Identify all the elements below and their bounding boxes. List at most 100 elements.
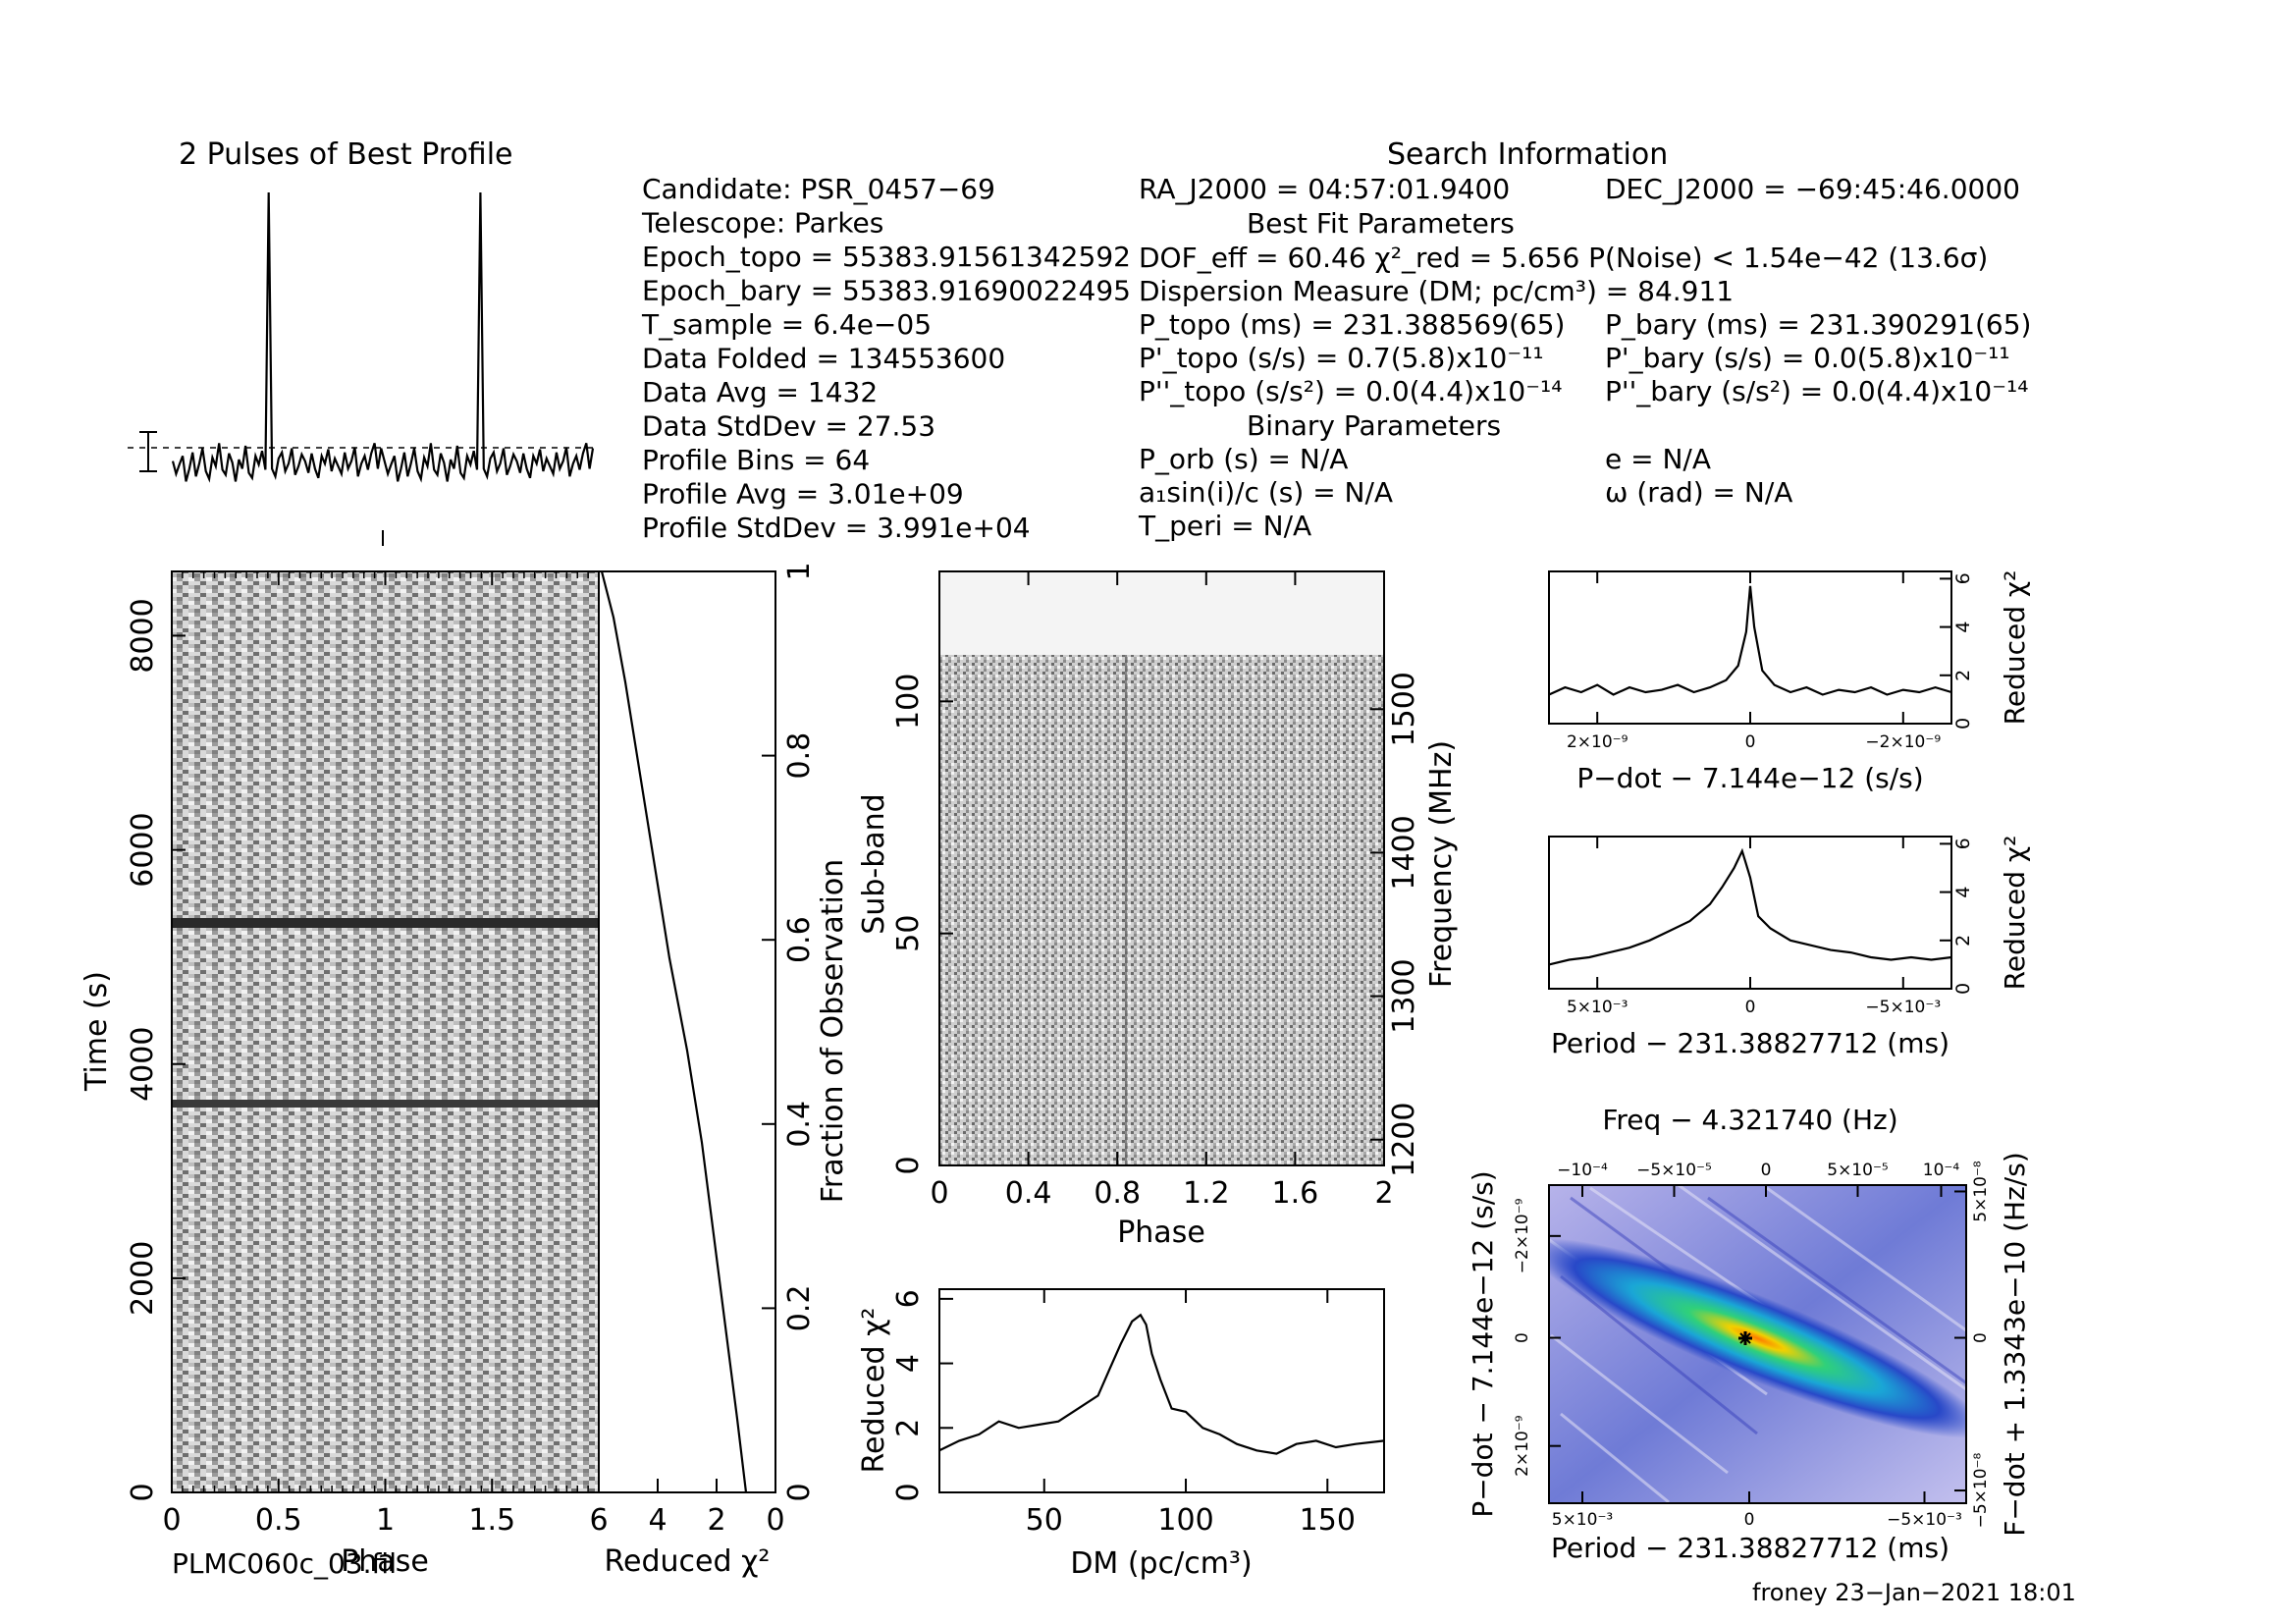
period-pdot-ytick: −2×10⁻⁹ bbox=[1513, 1198, 1532, 1273]
frequency-ytick: 1200 bbox=[1387, 1103, 1421, 1177]
info-dm: Dispersion Measure (DM; pc/cm³) = 84.911 bbox=[1139, 275, 1734, 307]
info-left-line: Epoch_bary = 55383.91690022495 bbox=[642, 275, 1131, 307]
period-pdot-ylabel: P−dot − 7.144e−12 (s/s) bbox=[1467, 1170, 1499, 1517]
subband-phase-panel bbox=[938, 570, 1385, 1166]
dm-xtick: 150 bbox=[1300, 1503, 1356, 1538]
subband-xtick: 1.6 bbox=[1272, 1176, 1319, 1211]
period-pdot-xtick: −5×10⁻³ bbox=[1887, 1510, 1962, 1530]
profile-curve bbox=[171, 191, 595, 483]
subband-ylabel: Sub-band bbox=[857, 793, 891, 934]
info-pddot-topo: P''_topo (s/s²) = 0.0(4.4)x10⁻¹⁴ bbox=[1139, 375, 1562, 407]
info-left-line: Profile StdDev = 3.991e+04 bbox=[642, 512, 1031, 544]
pdot-chi2-xtick: −2×10⁻⁹ bbox=[1865, 732, 1941, 752]
subband-phase-image bbox=[939, 655, 1384, 1165]
time-phase-ytick: 4000 bbox=[126, 1027, 160, 1102]
fraction-ytick: 0 bbox=[782, 1483, 817, 1501]
period-pdot-ridge bbox=[1549, 1238, 1966, 1438]
time-phase-xtick: 1.5 bbox=[468, 1503, 515, 1538]
time-chi2-curve bbox=[600, 570, 748, 1493]
pdot-chi2-ytick: 4 bbox=[1952, 622, 1974, 633]
time-phase-xlabel: Phase bbox=[341, 1544, 429, 1579]
footer-stamp: froney 23−Jan−2021 18:01 bbox=[1752, 1579, 2076, 1606]
info-left-line: Data Folded = 134553600 bbox=[642, 343, 1005, 375]
subband-xtick: 2 bbox=[1374, 1176, 1393, 1211]
info-p-topo: P_topo (ms) = 231.388569(65) bbox=[1139, 308, 1565, 341]
dm-ytick: 2 bbox=[891, 1419, 926, 1437]
subband-xtick: 0 bbox=[930, 1176, 948, 1211]
info-a1sini: a₁sin(i)/c (s) = N/A bbox=[1139, 476, 1393, 509]
info-left-line: Epoch_topo = 55383.91561342592 bbox=[642, 241, 1131, 273]
period-pdot-right-tick: −5×10⁻⁸ bbox=[1971, 1452, 1991, 1528]
dm-xtick: 50 bbox=[1026, 1503, 1063, 1538]
period-chi2-ytick: 6 bbox=[1952, 838, 1974, 849]
time-phase-panel: PLMC060c_03.fil bbox=[171, 530, 600, 1580]
pdot-chi2-panel bbox=[1548, 570, 1952, 725]
period-pdot-top-tick: 5×10⁻⁵ bbox=[1827, 1161, 1888, 1180]
period-pdot-xtick: 5×10⁻³ bbox=[1552, 1510, 1613, 1530]
pdot-chi2-ytick: 6 bbox=[1952, 572, 1974, 584]
time-phase-xtick: 1 bbox=[376, 1503, 395, 1538]
info-left-line: Data StdDev = 27.53 bbox=[642, 410, 935, 443]
info-omega: ω (rad) = N/A bbox=[1605, 476, 1792, 509]
fraction-ytick: 1 bbox=[782, 562, 817, 580]
fraction-ytick: 0.2 bbox=[782, 1285, 817, 1332]
period-chi2-xtick: −5×10⁻³ bbox=[1865, 998, 1941, 1017]
time-phase-image bbox=[172, 571, 599, 1492]
time-phase-ytick: 0 bbox=[126, 1483, 160, 1501]
period-chi2-xtick: 5×10⁻³ bbox=[1567, 998, 1628, 1017]
period-chi2-panel bbox=[1548, 836, 1952, 990]
time-phase-dark-band bbox=[172, 918, 599, 928]
fraction-ytick: 0.4 bbox=[782, 1101, 817, 1148]
info-left-line: T_sample = 6.4e−05 bbox=[641, 308, 932, 341]
period-pdot-top-label: Freq − 4.321740 (Hz) bbox=[1602, 1104, 1897, 1136]
dm-xtick: 100 bbox=[1157, 1503, 1213, 1538]
dm-ylabel: Reduced χ² bbox=[857, 1308, 891, 1474]
time-phase-ytick: 2000 bbox=[126, 1241, 160, 1316]
info-ecc: e = N/A bbox=[1605, 443, 1711, 475]
fraction-ytick: 0.6 bbox=[782, 916, 817, 963]
period-chi2-ytick: 4 bbox=[1952, 887, 1974, 898]
info-t-peri: T_peri = N/A bbox=[1138, 510, 1311, 542]
pdot-chi2-xtick: 0 bbox=[1745, 732, 1756, 752]
period-pdot-ytick: 2×10⁻⁹ bbox=[1513, 1415, 1532, 1477]
info-ra: RA_J2000 = 04:57:01.9400 bbox=[1139, 173, 1510, 205]
period-pdot-xtick: 0 bbox=[1744, 1510, 1755, 1530]
period-chi2-ytick: 0 bbox=[1952, 983, 1974, 995]
subband-xtick: 0.4 bbox=[1005, 1176, 1052, 1211]
dm-ytick: 6 bbox=[891, 1289, 926, 1308]
period-pdot-top-tick: −5×10⁻⁵ bbox=[1636, 1161, 1712, 1180]
info-p-bary: P_bary (ms) = 231.390291(65) bbox=[1605, 308, 2031, 341]
info-left-line: Telescope: Parkes bbox=[641, 207, 883, 240]
time-chi2-xlabel: Reduced χ² bbox=[605, 1544, 771, 1579]
period-pdot-top-tick: −10⁻⁴ bbox=[1557, 1161, 1608, 1180]
info-best-fit-header: Best Fit Parameters bbox=[1247, 207, 1515, 240]
period-chi2-ylabel: Reduced χ² bbox=[1999, 836, 2031, 991]
time-chi2-xtick: 6 bbox=[589, 1503, 608, 1538]
dm-ytick: 0 bbox=[891, 1483, 926, 1501]
pdot-chi2-curve bbox=[1548, 585, 1952, 696]
time-chi2-panel bbox=[598, 570, 776, 1493]
info-left-line: Profile Bins = 64 bbox=[642, 444, 870, 476]
period-chi2-curve bbox=[1548, 847, 1952, 966]
period-pdot-xlabel: Period − 231.38827712 (ms) bbox=[1551, 1532, 1949, 1564]
info-left-line: Candidate: PSR_0457−69 bbox=[642, 173, 995, 205]
period-pdot-ytick: 0 bbox=[1513, 1332, 1532, 1343]
frequency-ytick: 1300 bbox=[1387, 958, 1421, 1033]
fraction-ylabel: Fraction of Observation bbox=[816, 859, 850, 1203]
period-pdot-panel bbox=[1548, 1184, 1967, 1504]
time-phase-xtick: 0.5 bbox=[255, 1503, 302, 1538]
dm-chi2-curve bbox=[938, 1313, 1385, 1455]
pdot-chi2-ytick: 0 bbox=[1952, 718, 1974, 730]
subband-ytick: 0 bbox=[891, 1156, 926, 1174]
subband-xlabel: Phase bbox=[1117, 1216, 1205, 1250]
info-pdot-topo: P'_topo (s/s) = 0.7(5.8)x10⁻¹¹ bbox=[1139, 342, 1544, 374]
time-phase-ylabel: Time (s) bbox=[80, 971, 114, 1092]
period-pdot-right-tick: 0 bbox=[1971, 1332, 1991, 1343]
profile-title: 2 Pulses of Best Profile bbox=[179, 137, 513, 172]
info-header: Search Information bbox=[1387, 137, 1668, 172]
dm-chi2-panel bbox=[938, 1288, 1385, 1493]
subband-xtick: 1.2 bbox=[1183, 1176, 1230, 1211]
time-chi2-xtick: 2 bbox=[707, 1503, 725, 1538]
fraction-ytick: 0.8 bbox=[782, 732, 817, 780]
